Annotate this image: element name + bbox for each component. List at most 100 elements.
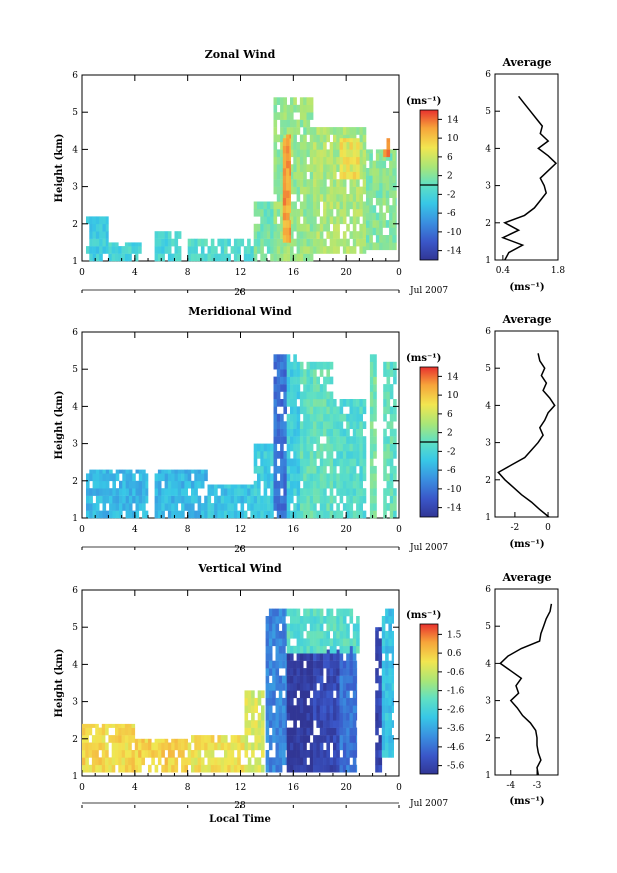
heatmap-cell: [184, 469, 188, 474]
heatmap-cell: [362, 223, 367, 232]
heatmap-cell: [319, 623, 324, 632]
heatmap-cell: [313, 660, 317, 669]
heatmap-cell: [352, 208, 357, 217]
heatmap-cell: [128, 757, 132, 766]
heatmap-cell: [346, 149, 350, 158]
heatmap-cell: [303, 201, 307, 210]
heatmap-cell: [378, 645, 383, 654]
heatmap-cell: [383, 384, 387, 392]
heatmap-cell: [261, 750, 265, 758]
heatmap-cell: [122, 473, 126, 482]
heatmap-cell: [217, 495, 221, 504]
heatmap-cell: [233, 764, 238, 773]
heatmap-cell: [333, 428, 337, 437]
heatmap-cell: [289, 190, 291, 198]
x-tick-label: 8: [185, 268, 191, 278]
heatmap-cell: [299, 458, 304, 467]
heatmap-cell: [167, 488, 172, 496]
heatmap-cell: [299, 97, 304, 105]
heatmap-cell: [167, 238, 172, 247]
heatmap-cell: [342, 208, 347, 217]
heatmap-cell: [342, 231, 347, 239]
heatmap-cell: [296, 727, 301, 736]
heatmap-cell: [393, 503, 397, 511]
heatmap-cell: [290, 630, 294, 639]
heatmap-cell: [306, 231, 311, 239]
heatmap-cell: [323, 735, 327, 743]
heatmap-cell: [254, 742, 258, 751]
heatmap-cell: [217, 253, 221, 262]
heatmap-cell: [275, 653, 280, 661]
heatmap-cell: [154, 480, 159, 489]
heatmap-cell: [375, 175, 380, 184]
heatmap-cell: [356, 645, 360, 654]
heatmap-cell: [379, 153, 383, 161]
heatmap-cell: [309, 127, 314, 135]
heatmap-cell: [352, 465, 357, 474]
heatmap-cell: [270, 473, 274, 482]
heatmap-cell: [181, 750, 185, 758]
heatmap-cell: [382, 220, 387, 228]
heatmap-cell: [359, 458, 363, 467]
heatmap-cell: [362, 406, 367, 415]
heatmap-cell: [391, 690, 394, 699]
heatmap-cell: [339, 645, 344, 654]
heatmap-cell: [349, 764, 354, 773]
heatmap-cell: [296, 503, 301, 511]
heatmap-cell: [378, 764, 383, 773]
heatmap-cell: [303, 156, 307, 165]
heatmap-cell: [313, 697, 317, 706]
heatmap-cell: [333, 399, 337, 407]
heatmap-cell: [125, 469, 130, 474]
heatmap-cell: [285, 705, 287, 713]
heatmap-cell: [352, 436, 357, 444]
heatmap-cell: [369, 235, 373, 243]
heatmap-cell: [313, 142, 317, 150]
heatmap-cell: [386, 473, 391, 482]
heatmap-cell: [194, 764, 198, 773]
heatmap-cell: [286, 683, 291, 691]
heatmap-cell: [306, 720, 311, 728]
heatmap-cell: [316, 616, 320, 624]
heatmap-cell: [88, 727, 93, 736]
heatmap-cell: [336, 186, 340, 195]
heatmap-cell: [326, 720, 330, 728]
heatmap-cell: [352, 712, 357, 721]
heatmap-cell: [194, 742, 198, 751]
heatmap-cell: [352, 201, 357, 210]
heatmap-cell: [174, 764, 179, 773]
colorbar-tick-label: -2.6: [447, 705, 465, 715]
heatmap-cell: [293, 97, 297, 105]
heatmap-cell: [381, 750, 386, 758]
heatmap-cell: [356, 406, 360, 415]
colorbar-tick-label: -10: [447, 485, 462, 495]
heatmap-cell: [309, 616, 314, 624]
heatmap-cell: [316, 164, 320, 172]
heatmap-cell: [293, 186, 297, 195]
heatmap-cell: [313, 134, 317, 143]
heatmap-cell: [323, 712, 327, 721]
heatmap-cell: [362, 149, 367, 158]
heatmap-cell: [336, 649, 340, 654]
heatmap-cell: [388, 735, 392, 743]
heatmap-cell: [373, 510, 377, 519]
colorbar: [419, 623, 439, 775]
heatmap-cell: [336, 697, 340, 706]
heatmap-cell: [395, 212, 397, 221]
heatmap-cell: [286, 668, 291, 676]
heatmap-cell: [388, 675, 392, 684]
heatmap-cell: [261, 705, 265, 713]
heatmap-cell: [187, 480, 192, 489]
heatmap-cell: [280, 156, 284, 165]
heatmap-cell: [316, 480, 320, 489]
heatmap-cell: [268, 705, 273, 713]
heatmap-cell: [254, 735, 258, 743]
heatmap-cell: [339, 630, 344, 639]
heatmap-cell: [247, 246, 251, 254]
heatmap-cell: [309, 653, 314, 661]
heatmap-cell: [379, 160, 383, 169]
heatmap-cell: [319, 384, 324, 392]
heatmap-cell: [187, 750, 192, 758]
heatmap-cell: [98, 757, 103, 766]
heatmap-cell: [257, 480, 261, 489]
